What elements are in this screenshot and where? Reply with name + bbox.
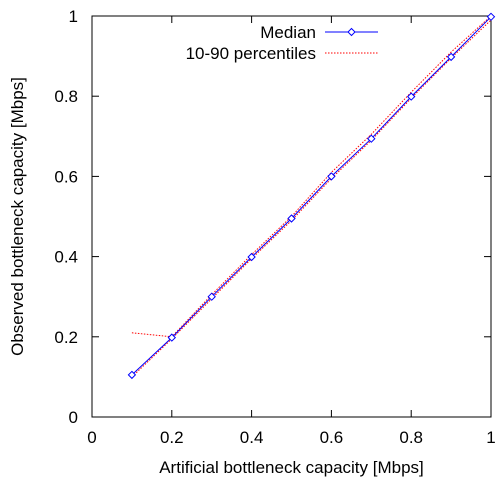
legend-label-percentiles: 10-90 percentiles [186, 44, 316, 63]
legend: Median 10-90 percentiles [186, 23, 378, 63]
plot-area [91, 12, 496, 418]
y-tick-label: 1 [69, 7, 78, 26]
percentile-line-0 [131, 15, 492, 338]
median-point [127, 370, 137, 380]
median-point [486, 12, 496, 22]
tick-labels: 0 0.2 0.4 0.6 0.8 1 0 0.2 0.4 0.6 0.8 1 [54, 7, 495, 447]
y-tick-label: 0.2 [54, 328, 78, 347]
percentile-line-1 [131, 19, 492, 378]
y-tick-label: 0.6 [54, 167, 78, 186]
y-axis-label: Observed bottleneck capacity [Mbps] [8, 77, 27, 356]
median-point [406, 92, 416, 101]
median-point [327, 172, 336, 181]
x-tick-label: 1 [486, 428, 495, 447]
median-point [247, 252, 256, 262]
median-point [167, 333, 177, 342]
series-layer [127, 12, 496, 380]
plot-frame [91, 15, 492, 418]
x-tick-label: 0.8 [399, 428, 423, 447]
x-tick-label: 0.2 [160, 428, 184, 447]
legend-marker-median [347, 27, 356, 37]
median-point [287, 214, 296, 223]
x-tick-label: 0 [87, 428, 96, 447]
legend-label-median: Median [260, 23, 316, 42]
x-tick-label: 0.4 [240, 428, 264, 447]
median-line [131, 16, 492, 376]
median-point [207, 292, 216, 301]
x-tick-label: 0.6 [320, 428, 344, 447]
y-tick-label: 0.8 [54, 87, 78, 106]
y-tick-label: 0 [69, 408, 78, 427]
x-axis-label: Artificial bottleneck capacity [Mbps] [159, 458, 424, 477]
median-point [367, 134, 376, 143]
y-tick-label: 0.4 [54, 248, 78, 267]
median-point [446, 52, 456, 62]
